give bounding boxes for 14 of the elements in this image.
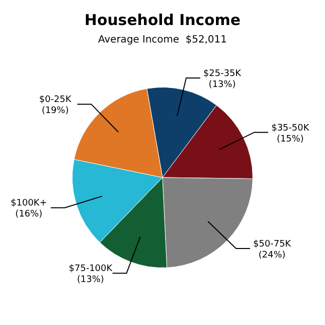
data-label: (24%) <box>258 250 286 261</box>
chart-title: Household Income <box>84 10 240 29</box>
chart-subtitle: Average Income $52,011 <box>98 34 227 46</box>
slice-label: $25-35K <box>203 69 242 80</box>
data-label: (15%) <box>276 134 304 144</box>
data-label: (13%) <box>77 275 104 286</box>
slice-label: $35-50K <box>271 123 310 134</box>
slice-label: $100K+ <box>10 198 47 209</box>
slice-label: $0-25K <box>39 95 72 106</box>
slice-label: $50-75K <box>253 240 292 250</box>
data-label: (13%) <box>208 80 236 90</box>
data-label: (16%) <box>15 210 42 220</box>
data-label: (19%) <box>42 106 69 116</box>
slice-label: $75-100K <box>68 264 114 274</box>
